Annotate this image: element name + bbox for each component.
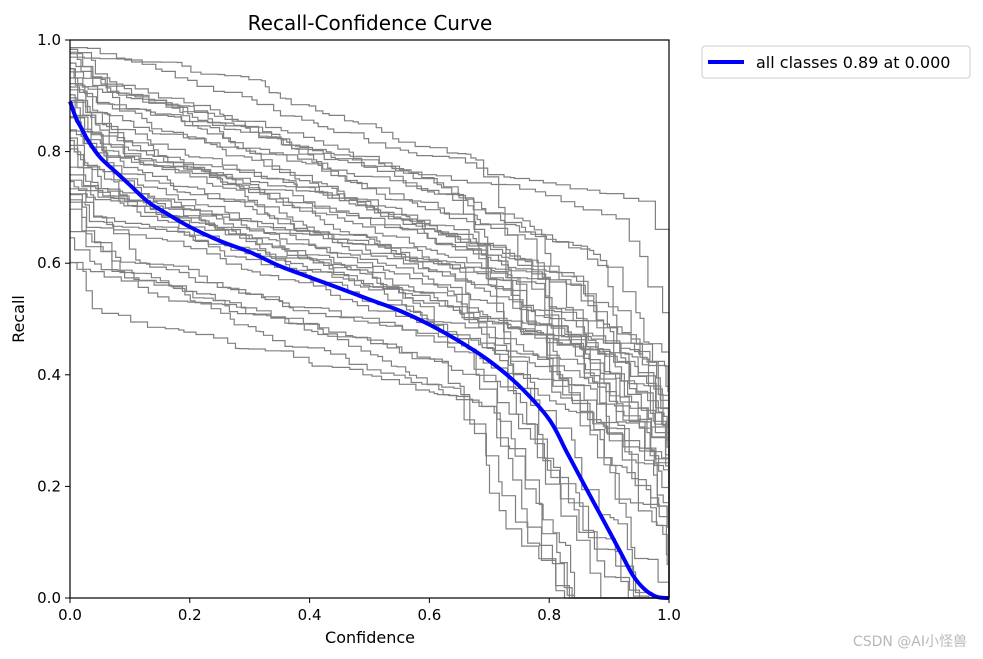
y-tick-label: 0.4 bbox=[37, 366, 61, 384]
class-curve bbox=[70, 86, 670, 598]
class-curve bbox=[70, 261, 669, 599]
class-curve bbox=[70, 130, 670, 598]
class-curve bbox=[70, 83, 670, 598]
class-curve bbox=[70, 194, 670, 598]
x-tick-label: 0.6 bbox=[417, 606, 441, 624]
y-tick-label: 0.6 bbox=[37, 254, 61, 272]
plot-frame bbox=[69, 39, 670, 599]
legend: all classes 0.89 at 0.000 bbox=[701, 45, 971, 79]
class-curve bbox=[70, 174, 670, 598]
class-curve bbox=[70, 231, 669, 599]
class-curve bbox=[70, 94, 670, 598]
chart-title: Recall-Confidence Curve bbox=[248, 11, 493, 35]
y-tick-label: 0.8 bbox=[37, 143, 61, 161]
class-curve bbox=[70, 117, 670, 598]
x-axis-label: Confidence bbox=[325, 628, 415, 647]
series-line-all-classes bbox=[68, 100, 670, 600]
legend-box bbox=[701, 45, 971, 79]
class-curve bbox=[70, 47, 670, 598]
class-curve bbox=[70, 139, 669, 599]
x-tick-label: 0.4 bbox=[298, 606, 322, 624]
y-axis-ticks: 0.0 0.2 0.4 0.6 0.8 1.0 bbox=[37, 31, 70, 607]
class-curve bbox=[70, 48, 670, 598]
class-curve bbox=[70, 180, 670, 598]
x-tick-label: 1.0 bbox=[657, 606, 681, 624]
class-curve bbox=[70, 237, 669, 599]
watermark: CSDN @AI小怪兽 bbox=[852, 634, 967, 650]
y-tick-label: 0.2 bbox=[37, 477, 61, 495]
class-curve bbox=[70, 116, 670, 598]
class-curve bbox=[70, 193, 670, 598]
class-curve bbox=[70, 166, 669, 599]
y-axis-label: Recall bbox=[9, 295, 28, 343]
x-tick-label: 0.0 bbox=[58, 606, 82, 624]
class-curve bbox=[70, 199, 669, 599]
class-curve bbox=[70, 56, 670, 598]
class-curve bbox=[70, 208, 669, 599]
legend-label: all classes 0.89 at 0.000 bbox=[756, 53, 950, 72]
class-curve bbox=[70, 71, 670, 598]
x-tick-label: 0.8 bbox=[537, 606, 561, 624]
class-curve bbox=[70, 68, 670, 598]
class-curve bbox=[70, 99, 669, 599]
per-class-curves bbox=[70, 47, 670, 599]
y-tick-label: 0.0 bbox=[37, 589, 61, 607]
x-tick-label: 0.2 bbox=[178, 606, 202, 624]
x-axis-ticks: 0.0 0.2 0.4 0.6 0.8 1.0 bbox=[58, 598, 681, 624]
class-curve bbox=[70, 179, 669, 599]
class-curve bbox=[70, 188, 670, 598]
class-curve bbox=[70, 51, 670, 598]
class-curve bbox=[70, 262, 670, 598]
all-classes-series bbox=[68, 100, 670, 600]
y-tick-label: 1.0 bbox=[37, 31, 61, 49]
class-curve bbox=[70, 62, 670, 598]
